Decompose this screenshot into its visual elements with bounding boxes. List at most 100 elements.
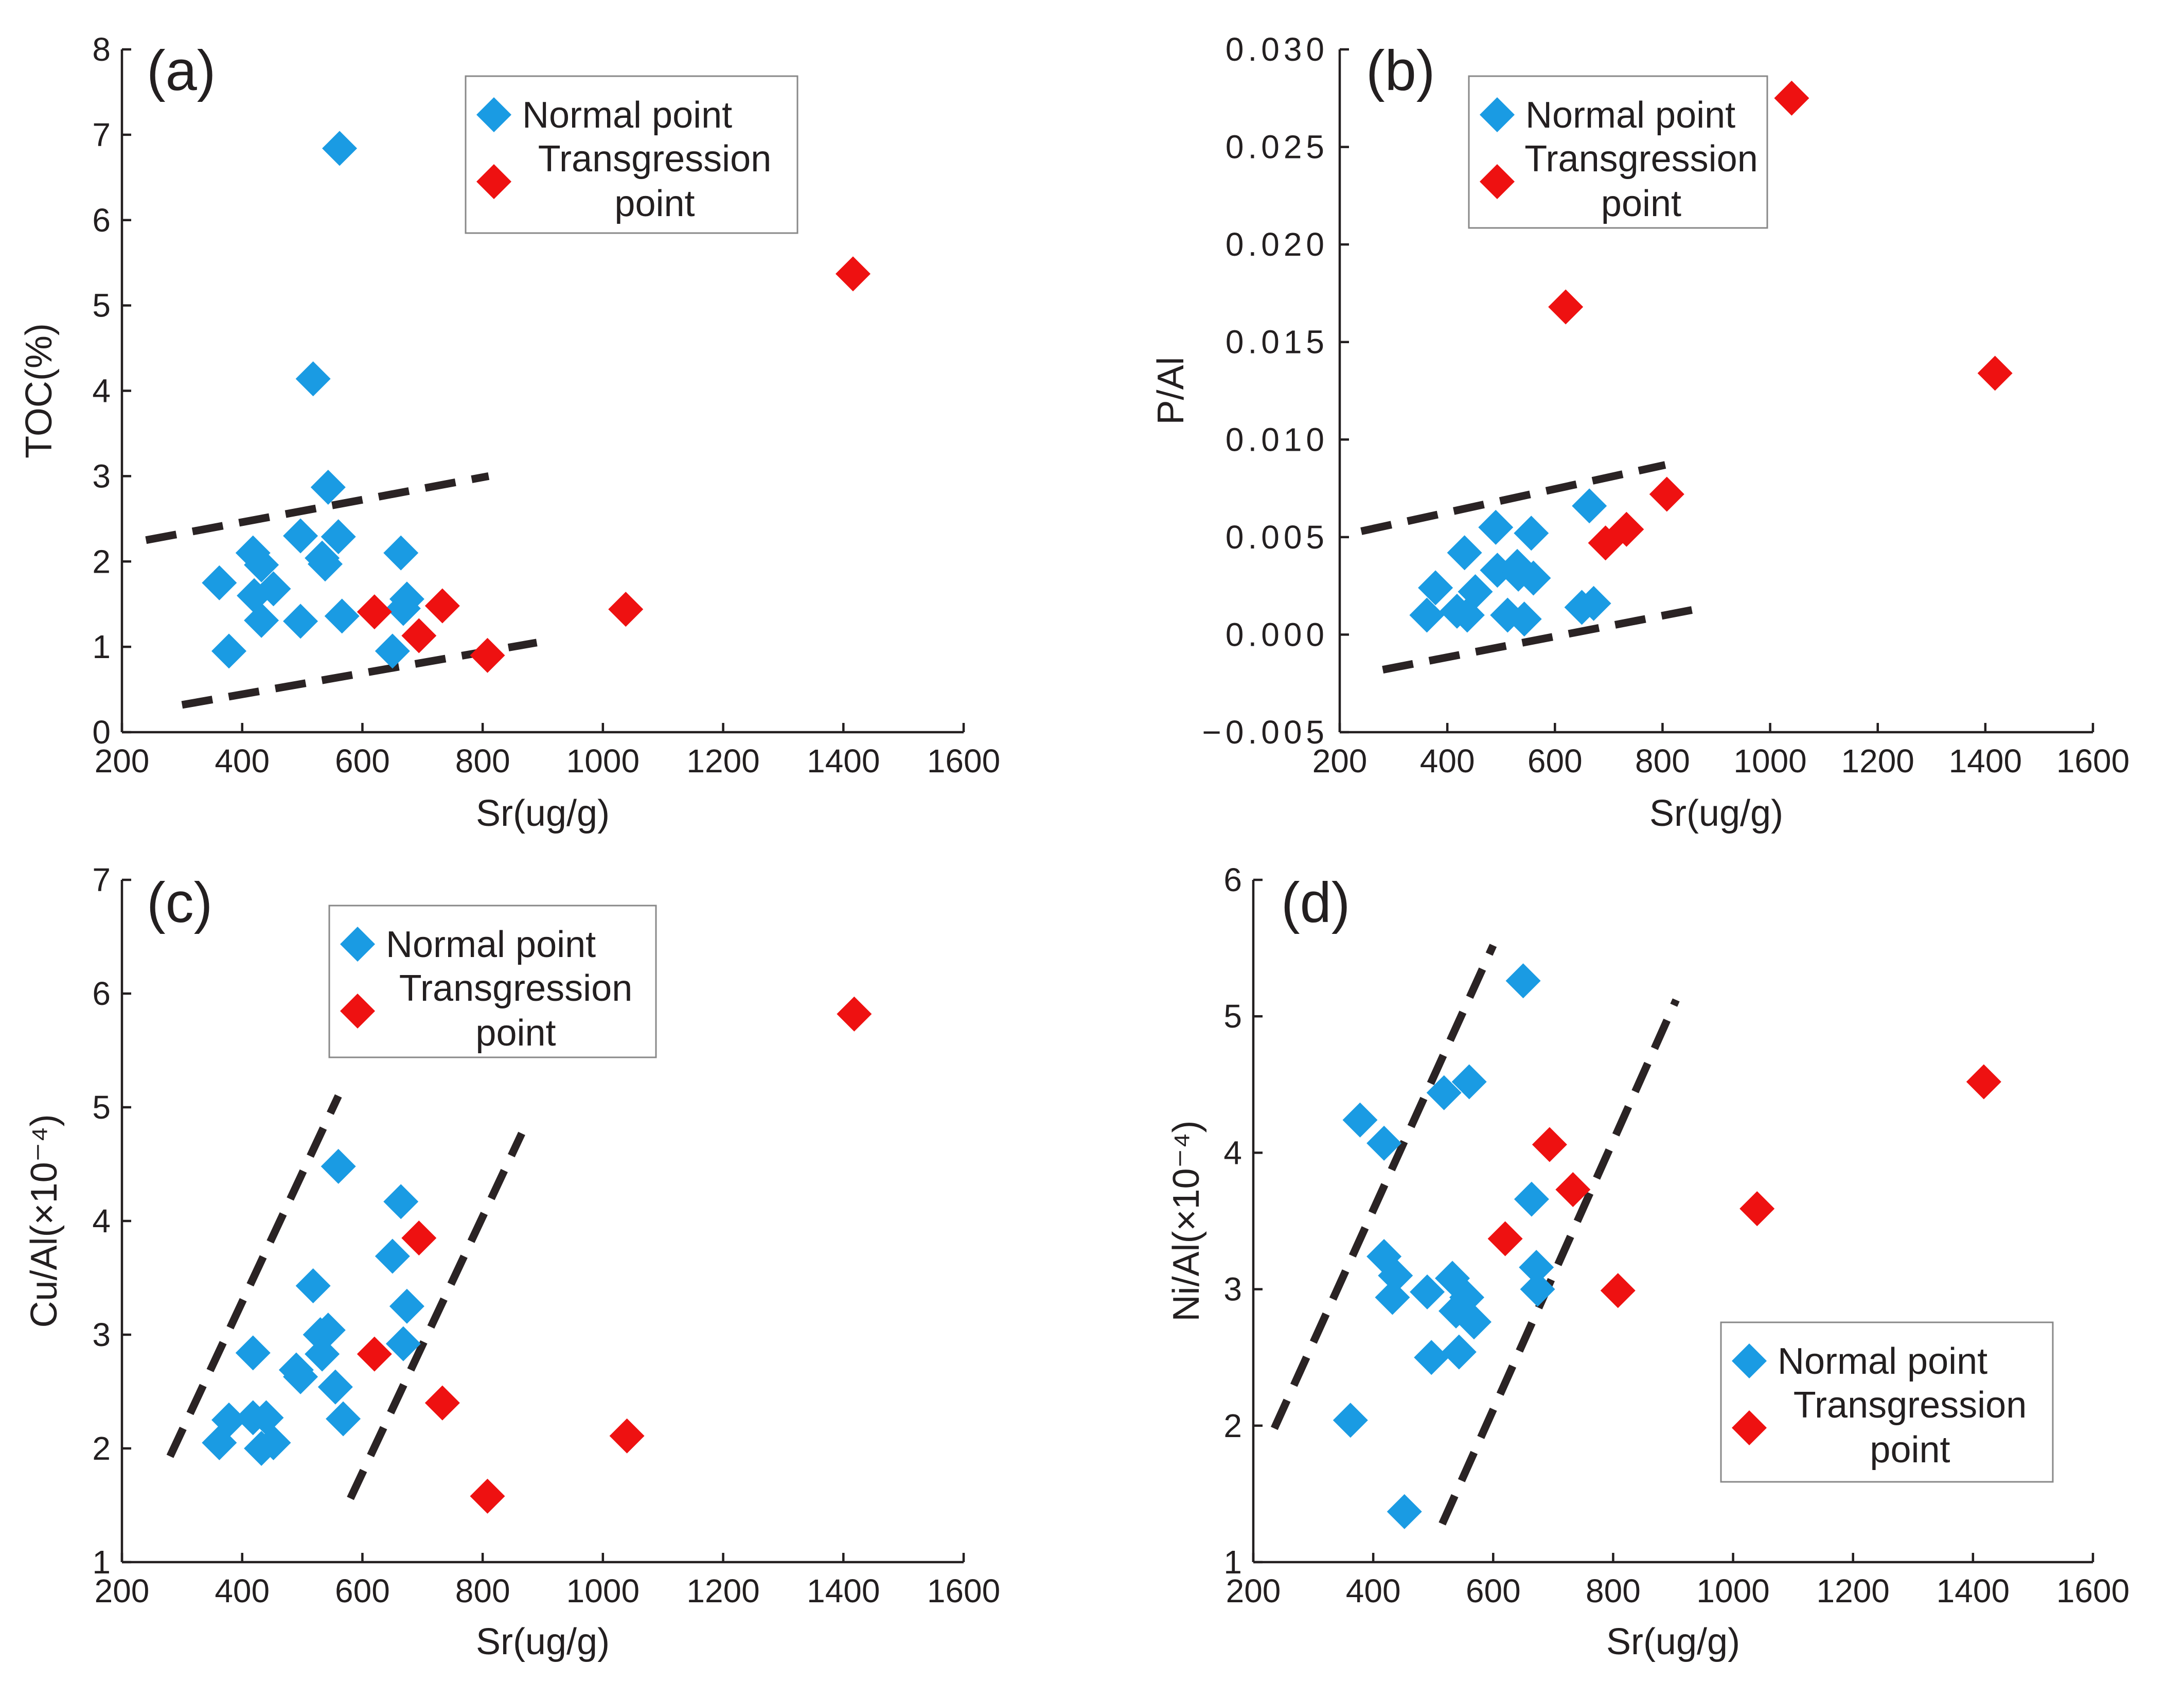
legend-transgression-label: Transgression xyxy=(1794,1385,2027,1426)
transgression-point xyxy=(1977,356,2013,391)
panel-a: 200 400 600 800 1000 1200 1400 1600 0 1 2 3 4 5 6 7 8 Sr(… xyxy=(19,31,1000,834)
normal-point xyxy=(1342,1102,1378,1138)
x-tick-label: 200 xyxy=(95,742,150,780)
legend-box xyxy=(1468,75,1768,229)
normal-point xyxy=(1333,1403,1368,1438)
normal-point xyxy=(324,598,360,634)
normal-point xyxy=(1414,1340,1449,1375)
trend-line xyxy=(1382,603,1707,674)
y-tick-label: 0.030 xyxy=(1226,31,1328,68)
legend-box xyxy=(1720,1321,2054,1483)
legend-normal-label: Normal point xyxy=(522,95,732,136)
y-tick-label: 5 xyxy=(92,287,111,324)
y-tick-label: 0.000 xyxy=(1226,616,1328,653)
y-tick-label: 5 xyxy=(1223,998,1242,1035)
legend-normal-marker xyxy=(340,927,375,962)
y-tick-label: 1 xyxy=(92,628,111,665)
x-tick-label: 200 xyxy=(95,1572,150,1609)
legend-transgression-label-2: point xyxy=(1601,183,1681,224)
legend-normal-label: Normal point xyxy=(1778,1341,1987,1382)
transgression-point xyxy=(1739,1191,1775,1227)
normal-point xyxy=(317,1369,353,1405)
legend-transgression-label: Transgression xyxy=(538,138,772,180)
x-axis-label: Sr(ug/g) xyxy=(1606,1621,1740,1662)
legend-normal-label: Normal point xyxy=(386,924,596,965)
normal-point xyxy=(321,519,356,555)
normal-point xyxy=(211,1402,247,1438)
y-tick-label: 6 xyxy=(1223,861,1242,898)
normal-point xyxy=(1478,509,1514,545)
normal-point xyxy=(295,361,331,397)
normal-point xyxy=(283,518,318,554)
y-tick-label: 0.010 xyxy=(1226,421,1328,458)
y-tick-label: 0.015 xyxy=(1226,324,1328,361)
normal-point xyxy=(1514,1181,1549,1217)
y-tick-label: 1 xyxy=(92,1544,111,1581)
transgression-point xyxy=(1532,1127,1567,1162)
y-tick-label: 6 xyxy=(92,975,111,1012)
transgression-point xyxy=(609,1418,645,1454)
transgression-point xyxy=(424,588,460,624)
normal-point xyxy=(1576,586,1611,621)
x-axis-label: Sr(ug/g) xyxy=(476,793,610,834)
trend-line xyxy=(347,1131,525,1500)
normal-point xyxy=(235,1335,271,1371)
transgression-point xyxy=(1600,1273,1636,1308)
legend-transgression-label: Transgression xyxy=(399,968,633,1009)
x-tick-label: 200 xyxy=(1312,742,1368,780)
x-tick-label: 400 xyxy=(215,1572,270,1609)
normal-point xyxy=(244,603,279,638)
x-tick-label: 600 xyxy=(335,1572,390,1609)
legend-normal-marker xyxy=(1480,97,1515,132)
y-tick-label: 4 xyxy=(92,1202,111,1240)
x-tick-label: 400 xyxy=(215,742,270,780)
normal-point xyxy=(385,1326,421,1361)
x-tick-label: 400 xyxy=(1420,742,1475,780)
y-tick-label: 0.005 xyxy=(1226,519,1328,556)
transgression-point xyxy=(401,1220,437,1256)
x-tick-label: 400 xyxy=(1346,1572,1401,1609)
normal-point xyxy=(1456,1304,1491,1340)
normal-point xyxy=(321,1148,356,1184)
trend-line xyxy=(145,472,490,544)
x-tick-label: 1200 xyxy=(1817,1572,1890,1609)
x-tick-label: 1600 xyxy=(927,1572,1000,1609)
y-tick-label: 4 xyxy=(92,373,111,410)
x-tick-label: 1600 xyxy=(2056,1572,2129,1609)
trend-line xyxy=(1439,998,1680,1526)
x-tick-label: 1200 xyxy=(686,1572,759,1609)
normal-point xyxy=(1409,597,1445,633)
x-tick-label: 800 xyxy=(455,742,510,780)
normal-point xyxy=(310,1313,346,1348)
normal-point xyxy=(1572,488,1607,524)
panel-tag: (c) xyxy=(147,871,212,934)
legend-normal-label: Normal point xyxy=(1525,95,1735,136)
trend-line xyxy=(1360,461,1666,535)
normal-point xyxy=(1514,516,1549,551)
x-tick-label: 1000 xyxy=(1733,742,1806,780)
y-tick-label: 2 xyxy=(92,543,111,580)
transgression-point xyxy=(1588,525,1623,561)
normal-point xyxy=(326,1401,361,1437)
y-tick-label: 0 xyxy=(92,714,111,751)
normal-point xyxy=(283,604,318,639)
normal-point xyxy=(244,547,279,582)
normal-point xyxy=(375,1238,410,1274)
y-tick-label: 7 xyxy=(92,861,111,898)
normal-point xyxy=(1506,601,1542,637)
transgression-point xyxy=(837,996,872,1032)
normal-point xyxy=(389,1288,424,1324)
normal-point xyxy=(383,535,419,571)
normal-point xyxy=(256,1425,291,1460)
x-tick-label: 800 xyxy=(455,1572,510,1609)
x-tick-label: 1200 xyxy=(686,742,759,780)
legend-transgression-marker xyxy=(340,994,375,1029)
normal-point xyxy=(375,633,410,669)
transgression-point xyxy=(1649,476,1684,512)
normal-point xyxy=(256,571,291,607)
normal-point xyxy=(305,1336,340,1372)
normal-point xyxy=(1426,1075,1462,1110)
x-tick-label: 1000 xyxy=(566,1572,640,1609)
